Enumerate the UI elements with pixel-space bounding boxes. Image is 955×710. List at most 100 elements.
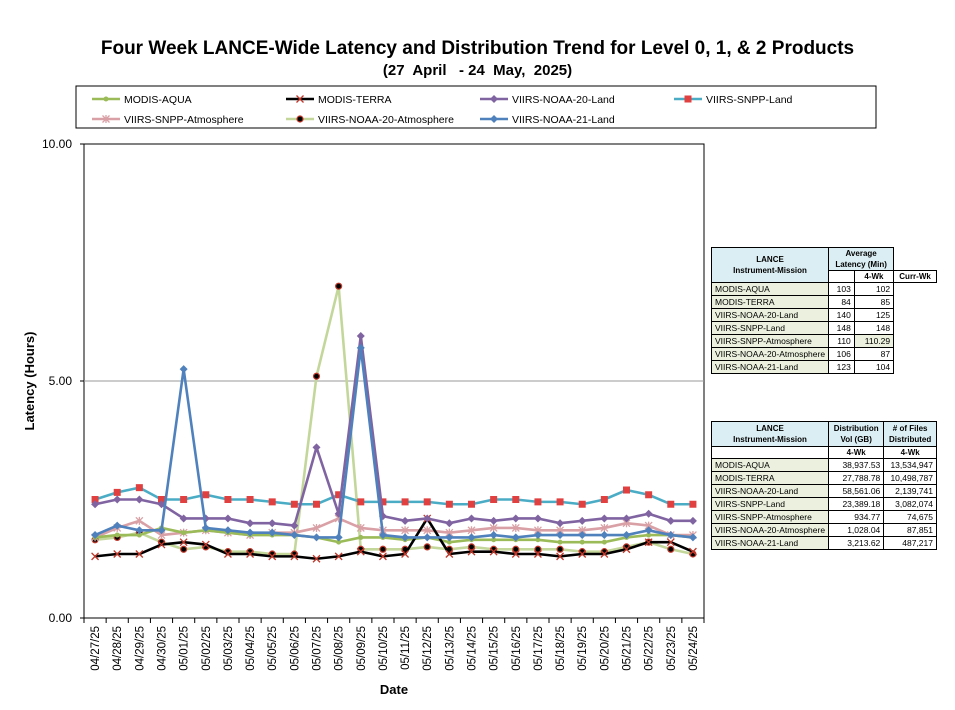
data-point: [91, 500, 100, 509]
data-point: [467, 547, 476, 556]
latency-cell-name: MODIS-TERRA: [710, 295, 830, 309]
data-point: [533, 531, 542, 540]
data-point: [379, 498, 387, 506]
distribution-cell-name: MODIS-TERRA: [710, 471, 830, 485]
data-point: [489, 547, 498, 556]
x-tick-label: 05/17/25: [533, 626, 545, 671]
data-point: [600, 550, 609, 558]
legend-label: MODIS-TERRA: [318, 94, 392, 106]
series-line: [94, 334, 693, 527]
series-viirs-noaa-21-land: [91, 343, 697, 542]
x-tick-label: 05/10/25: [378, 626, 390, 671]
data-point: [533, 550, 542, 558]
dist-col-volume-header: Distribution Vol (GB): [828, 421, 885, 447]
y-tick-label: 0.00: [49, 611, 73, 625]
distribution-row: VIIRS-NOAA-21-Land 3,213.62 487,217: [710, 536, 937, 550]
y-tick-label: 10.00: [42, 137, 72, 151]
legend-label: VIIRS-NOAA-20-Land: [512, 94, 615, 106]
data-point: [202, 491, 210, 499]
series-line: [94, 526, 694, 544]
legend-label: VIIRS-NOAA-20-Atmosphere: [318, 114, 454, 126]
data-point: [645, 491, 653, 499]
data-point: [556, 531, 565, 540]
x-tick-label: 05/09/25: [356, 626, 368, 671]
legend-item: VIIRS-SNPP-Land: [674, 94, 793, 106]
data-point: [623, 486, 630, 494]
data-point: [135, 550, 144, 558]
x-tick-label: 05/19/25: [577, 626, 589, 671]
data-point: [223, 514, 232, 523]
x-tick-label: 04/30/25: [157, 626, 169, 671]
legend-label: MODIS-AQUA: [124, 94, 192, 106]
data-point: [467, 543, 476, 551]
data-point: [489, 523, 498, 532]
latency-cell-curr: 125: [853, 308, 895, 322]
data-point: [556, 498, 564, 506]
data-point: [356, 547, 365, 556]
data-point: [666, 538, 675, 547]
y-axis-title: Latency (Hours): [22, 332, 37, 431]
distribution-row: MODIS-TERRA 27,788.78 10,498,787: [710, 471, 937, 485]
data-point: [467, 514, 476, 523]
data-point: [334, 552, 343, 561]
distribution-cell-files: 10,498,787: [883, 471, 937, 485]
distribution-row: VIIRS-SNPP-Atmosphere 934.77 74,675: [710, 510, 937, 524]
data-point: [379, 545, 387, 553]
data-point: [533, 514, 542, 523]
data-point: [179, 365, 188, 374]
data-point: [600, 514, 609, 523]
data-point: [91, 531, 100, 540]
data-point: [534, 498, 542, 506]
data-point: [246, 496, 254, 503]
data-point: [600, 523, 609, 532]
data-point: [445, 550, 454, 558]
data-point: [512, 496, 520, 503]
data-point: [467, 533, 476, 542]
x-tick-label: 04/28/25: [112, 626, 124, 671]
data-point: [113, 495, 122, 504]
data-point: [401, 498, 409, 506]
latency-cell-name: VIIRS-NOAA-20-Land: [710, 308, 830, 322]
distribution-row: MODIS-AQUA 38,937.53 13,534,947: [710, 458, 937, 472]
latency-cell-curr: 104: [853, 360, 895, 374]
data-point: [423, 498, 431, 506]
data-point: [103, 96, 109, 102]
distribution-cell-vol: 58,561.06: [828, 484, 885, 498]
x-tick-label: 04/27/25: [90, 626, 102, 671]
data-point: [113, 521, 122, 530]
latency-cell-wk4: 103: [828, 282, 855, 296]
data-point: [136, 532, 142, 538]
data-point: [296, 95, 304, 103]
data-point: [181, 530, 187, 536]
data-point: [578, 516, 587, 525]
distribution-cell-name: VIIRS-NOAA-20-Atmosphere: [710, 523, 830, 537]
data-point: [467, 526, 476, 535]
data-point: [688, 547, 697, 556]
data-point: [290, 521, 299, 530]
distribution-cell-files: 487,217: [883, 536, 937, 550]
data-point: [157, 540, 166, 549]
data-point: [490, 95, 498, 103]
data-point: [296, 115, 304, 123]
dist-sub-4wk-vol: 4-Wk: [828, 446, 885, 459]
data-point: [688, 533, 697, 542]
distribution-cell-files: 13,534,947: [883, 458, 937, 472]
latency-row: MODIS-TERRA 84 85: [710, 295, 937, 309]
distribution-cell-name: MODIS-AQUA: [710, 458, 830, 472]
distribution-cell-vol: 27,788.78: [828, 471, 885, 485]
y-tick-label: 5.00: [49, 374, 73, 388]
data-point: [423, 526, 432, 535]
distribution-cell-vol: 3,213.62: [828, 536, 885, 550]
distribution-cell-vol: 23,389.18: [828, 497, 885, 511]
x-tick-label: 05/23/25: [666, 626, 678, 671]
data-point: [578, 500, 586, 508]
series-line: [94, 284, 694, 556]
data-point: [268, 498, 276, 506]
latency-row: VIIRS-NOAA-21-Land 123 104: [710, 360, 937, 374]
data-point: [401, 526, 410, 535]
data-point: [312, 533, 321, 542]
chart-subtitle: (27 April - 24 May, 2025): [382, 62, 573, 79]
x-tick-label: 05/11/25: [400, 626, 412, 670]
latency-col-average-header: Average Latency (Min): [828, 247, 895, 271]
latency-row: VIIRS-NOAA-20-Land 140 125: [710, 308, 937, 322]
